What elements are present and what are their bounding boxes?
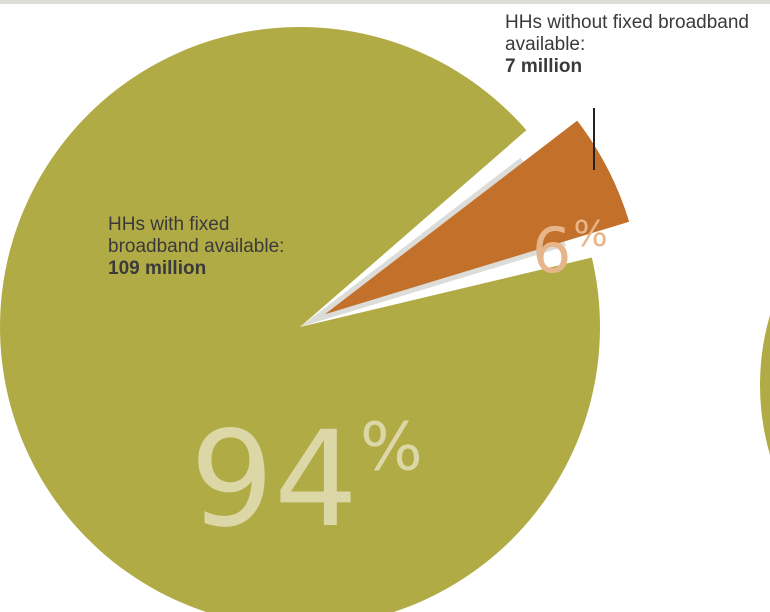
top-divider — [0, 0, 770, 4]
partial-second-pie — [760, 315, 770, 455]
pie-value-label-with-broadband-number: 94 — [190, 403, 358, 557]
pie-value-label-without-broadband-number: 6 — [532, 214, 571, 287]
pie-value-label-with-broadband-unit: % — [360, 409, 423, 486]
without-broadband-households: 7 million — [505, 56, 583, 77]
pie-value-label-without-broadband: 6% — [532, 214, 608, 287]
pie-slice-without-broadband — [324, 120, 630, 315]
without-broadband-label: HHs without fixed broadband available: — [505, 12, 749, 55]
with-broadband-households: 109 million — [108, 258, 207, 279]
pie-slice-with-broadband — [0, 27, 600, 612]
pie-value-label-with-broadband: 94% — [190, 403, 423, 557]
with-broadband-label: HHs with fixed broadband available: — [108, 214, 285, 257]
without-broadband-callout: HHs without fixed broadband available: 7… — [505, 12, 770, 78]
pie-value-label-without-broadband-unit: % — [573, 214, 607, 255]
with-broadband-callout: HHs with fixed broadband available: 109 … — [108, 214, 308, 280]
